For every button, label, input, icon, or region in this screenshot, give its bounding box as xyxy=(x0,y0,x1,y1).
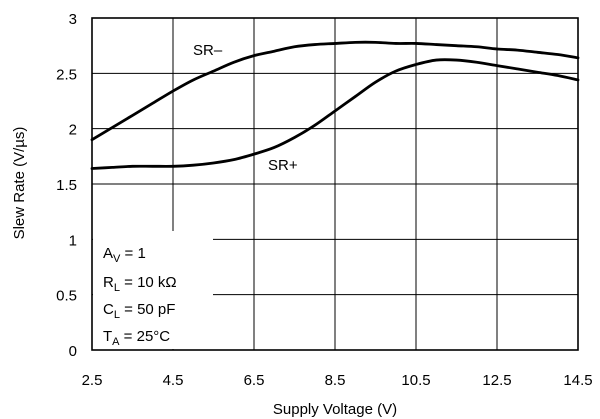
y-tick-label: 1 xyxy=(69,232,77,249)
condition-text: RL = 10 kΩ xyxy=(103,274,177,294)
x-tick-label: 12.5 xyxy=(482,372,511,389)
y-tick-labels: 0 0.5 1 1.5 2 2.5 3 xyxy=(56,11,77,360)
x-tick-label: 14.5 xyxy=(563,372,592,389)
y-tick-label: 2.5 xyxy=(56,66,77,83)
annotation-sr-minus: SR– xyxy=(193,42,223,59)
x-tick-labels: 2.5 4.5 6.5 8.5 10.5 12.5 14.5 xyxy=(82,372,593,389)
x-tick-label: 4.5 xyxy=(163,372,184,389)
series-line-sr-plus xyxy=(90,58,580,170)
conditions-box xyxy=(93,231,213,349)
x-tick-label: 2.5 xyxy=(82,372,103,389)
x-tick-label: 6.5 xyxy=(244,372,265,389)
annotations: SR– SR+ AV = 1 RL = 10 kΩ CL = 50 pF TA = 25°… xyxy=(103,42,298,348)
conditions-box-background xyxy=(93,231,213,349)
condition-text: CL = 50 pF xyxy=(103,301,175,321)
y-tick-label: 3 xyxy=(69,11,77,28)
series-line-sr-minus xyxy=(90,40,580,142)
x-axis-label: Supply Voltage (V) xyxy=(273,401,397,418)
plot-frame xyxy=(91,17,579,351)
curves xyxy=(90,40,580,170)
y-tick-label: 0.5 xyxy=(56,288,77,305)
y-tick-label: 0 xyxy=(69,343,77,360)
y-axis-label: Slew Rate (V/µs) xyxy=(11,127,28,240)
x-tick-label: 10.5 xyxy=(401,372,430,389)
condition-text: AV = 1 xyxy=(103,245,146,265)
y-tick-label: 1.5 xyxy=(56,177,77,194)
y-tick-label: 2 xyxy=(69,122,77,139)
annotation-sr-plus: SR+ xyxy=(268,157,298,174)
condition-text: TA = 25°C xyxy=(103,328,170,348)
x-tick-label: 8.5 xyxy=(325,372,346,389)
